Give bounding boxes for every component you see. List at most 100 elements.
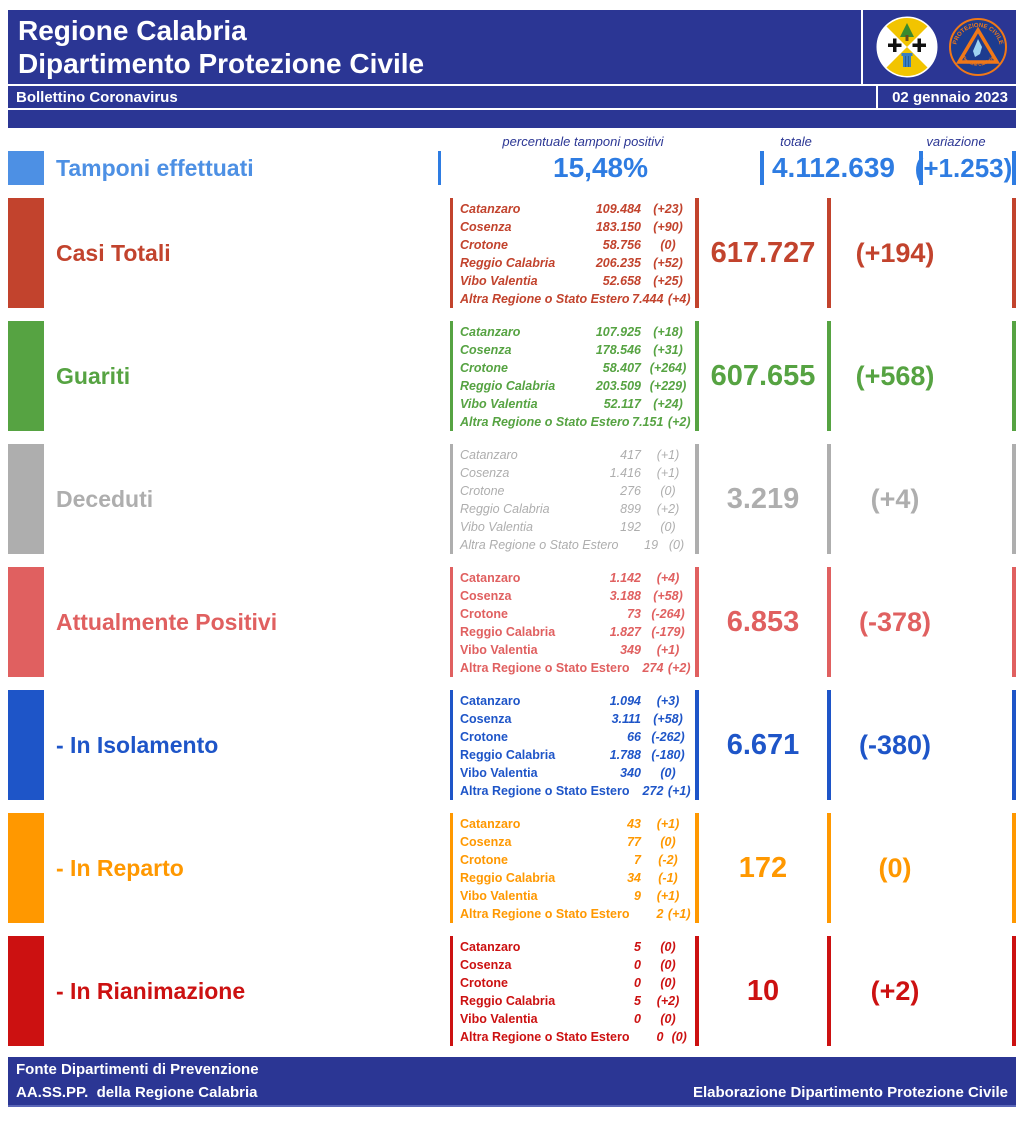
province-variation: (+4) [667, 292, 691, 306]
province-variation: (+2) [667, 661, 691, 675]
row-right-bar [1012, 690, 1016, 800]
province-value: 1.142 [609, 571, 641, 585]
province-name: Cosenza [460, 589, 512, 603]
bulletin-date: 02 gennaio 2023 [876, 86, 1016, 108]
row-label: Tamponi effettuati [56, 154, 254, 181]
row-deceduti: Deceduti Catanzaro 417 (+1) Cosenza 1.416 (+1… [8, 444, 1016, 554]
province-line: Reggio Calabria 899 (+2) [460, 500, 695, 518]
province-name: Catanzaro [460, 202, 521, 216]
province-line: Cosenza 183.150 (+90) [460, 218, 695, 236]
province-variation: (+1) [667, 784, 691, 798]
province-breakdown: Catanzaro 107.925 (+18) Cosenza 178.546 (+31)… [450, 321, 699, 431]
province-variation: (+1) [656, 643, 680, 657]
province-variation: (0) [660, 484, 676, 498]
province-value: 1.416 [609, 466, 641, 480]
province-value: 1.788 [609, 748, 641, 762]
row-total: 617.727 [699, 198, 831, 308]
province-variation: (0) [660, 1012, 676, 1026]
province-value: 77 [627, 835, 641, 849]
province-variation: (+52) [653, 256, 683, 270]
row-variation: (+4) [870, 483, 920, 514]
province-name: Vibo Valentia [460, 1012, 538, 1026]
column-separator [760, 151, 764, 185]
province-value: 274 [642, 661, 664, 675]
province-name: Crotone [460, 238, 508, 252]
province-variation: (0) [660, 958, 676, 972]
row-variation: (0) [878, 852, 912, 883]
province-variation: (+24) [653, 397, 683, 411]
province-line: Altra Regione o Stato Estero 7.151 (+2) [460, 413, 695, 431]
province-value: 7.444 [632, 292, 664, 306]
province-line: Altra Regione o Stato Estero 272 (+1) [460, 782, 695, 800]
province-breakdown: Catanzaro 417 (+1) Cosenza 1.416 (+1) Crotone 2… [450, 444, 699, 554]
row-color-block [8, 813, 44, 923]
tamponi-variation-value: (+1.253) [914, 152, 1013, 183]
province-line: Altra Regione o Stato Estero 19 (0) [460, 536, 695, 554]
row-variation: (-378) [858, 606, 932, 637]
column-header-percent: percentuale tamponi positivi [502, 134, 664, 149]
province-name: Altra Regione o Stato Estero [460, 292, 630, 306]
province-variation: (+1) [656, 817, 680, 831]
province-value: 7 [634, 853, 641, 867]
province-value: 0 [634, 1012, 641, 1026]
province-line: Reggio Calabria 203.509 (+229) [460, 377, 695, 395]
row-color-block [8, 690, 44, 800]
province-name: Cosenza [460, 712, 512, 726]
row-casi-totali: Casi Totali Catanzaro 109.484 (+23) Cosenza… [8, 198, 1016, 308]
province-value: 276 [620, 484, 641, 498]
province-variation: (+3) [656, 694, 680, 708]
tamponi-total-value: 4.112.639 [771, 152, 896, 183]
row-right-bar [1012, 151, 1016, 185]
province-value: 58.756 [602, 238, 641, 252]
province-variation: (-262) [651, 730, 685, 744]
province-breakdown: Catanzaro 1.094 (+3) Cosenza 3.111 (+58) Croto… [450, 690, 699, 800]
province-value: 3.111 [611, 712, 641, 726]
row-variation: (+2) [870, 975, 920, 1006]
province-value: 192 [620, 520, 641, 534]
province-line: Vibo Valentia 340 (0) [460, 764, 695, 782]
province-value: 417 [620, 448, 641, 462]
row-variation: (+568) [855, 360, 935, 391]
province-line: Crotone 73 (-264) [460, 605, 695, 623]
province-value: 58.407 [602, 361, 641, 375]
province-name: Crotone [460, 484, 505, 498]
province-value: 5 [634, 940, 641, 954]
province-name: Catanzaro [460, 817, 521, 831]
province-value: 178.546 [595, 343, 641, 357]
province-line: Crotone 276 (0) [460, 482, 695, 500]
province-variation: (0) [660, 940, 676, 954]
province-name: Reggio Calabria [460, 625, 556, 639]
province-name: Reggio Calabria [460, 994, 556, 1008]
row-in-isolamento: - In Isolamento Catanzaro 1.094 (+3) Cosenz… [8, 690, 1016, 800]
province-variation: (-264) [651, 607, 685, 621]
row-right-bar [1012, 444, 1016, 554]
province-value: 52.117 [603, 397, 641, 411]
column-separator [438, 151, 441, 185]
province-line: Crotone 58.407 (+264) [460, 359, 695, 377]
province-value: 0 [634, 976, 641, 990]
row-right-bar [1012, 567, 1016, 677]
row-in-rianimazione: - In Rianimazione Catanzaro 5 (0) Cosenza 0 (… [8, 936, 1016, 1046]
protezione-civile-badge-icon: PROTEZIONE CIVILE Regione Calabria [949, 18, 1007, 76]
province-variation: (0) [668, 538, 685, 552]
footer-elaboration: Elaborazione Dipartimento Protezione Civ… [692, 1084, 1008, 1101]
row-label: Casi Totali [56, 239, 171, 266]
province-value: 3.188 [609, 589, 641, 603]
province-line: Cosenza 77 (0) [460, 833, 695, 851]
province-name: Altra Regione o Stato Estero [460, 415, 630, 429]
province-name: Vibo Valentia [460, 274, 538, 288]
row-total: 10 [699, 936, 831, 1046]
province-line: Altra Regione o Stato Estero 274 (+2) [460, 659, 695, 677]
province-variation: (-1) [658, 871, 678, 885]
province-line: Crotone 7 (-2) [460, 851, 695, 869]
province-line: Catanzaro 43 (+1) [460, 815, 695, 833]
footer-source-line2: AA.SS.PP. della Regione Calabria [16, 1084, 258, 1101]
province-breakdown: Catanzaro 1.142 (+4) Cosenza 3.188 (+58) Croto… [450, 567, 699, 677]
province-variation: (+264) [649, 361, 687, 375]
province-name: Vibo Valentia [460, 766, 538, 780]
row-total: 6.671 [699, 690, 831, 800]
province-variation: (+4) [656, 571, 680, 585]
footer: Fonte Dipartimenti di Prevenzione AA.SS.… [8, 1057, 1016, 1107]
province-variation: (-180) [651, 748, 685, 762]
regione-calabria-crest-icon [875, 15, 939, 79]
